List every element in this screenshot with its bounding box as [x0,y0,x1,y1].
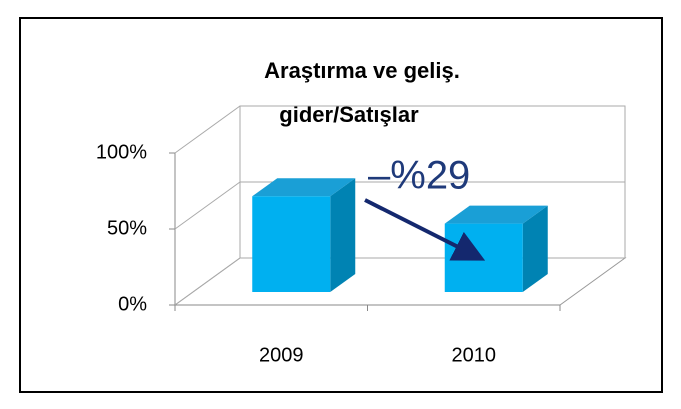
x-tick-label: 2009 [259,344,304,366]
bar-side [330,178,356,292]
y-tick-label: 50% [107,217,147,239]
bar [252,196,331,292]
grid-line [174,181,625,230]
grid-line [174,105,625,154]
chart-title: Araştırma ve geliş. [264,58,460,83]
bar-top [252,178,356,197]
y-tick-label: 0% [118,293,147,315]
annotation: –%29 [368,154,470,198]
annotation-arrow [364,198,486,261]
bar-side [522,205,548,292]
bar [444,223,523,292]
x-tick-label: 2010 [452,344,497,366]
bar-top [444,205,548,224]
y-tick-label: 100% [96,141,147,163]
